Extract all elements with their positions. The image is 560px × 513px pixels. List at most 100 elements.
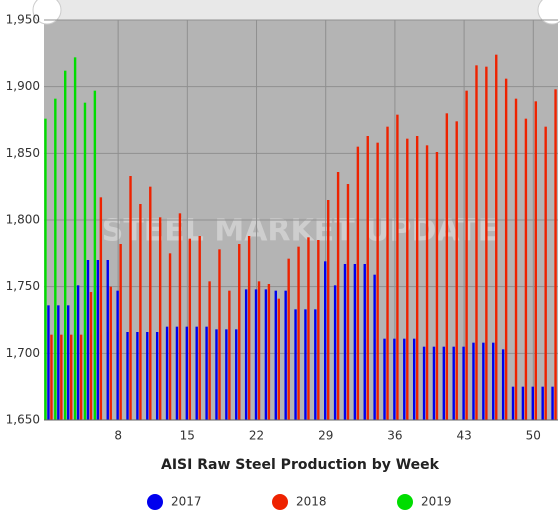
bar <box>514 98 518 421</box>
bar <box>511 386 515 420</box>
bar <box>396 114 399 421</box>
bar <box>86 260 90 420</box>
x-tick-label: 43 <box>456 429 471 443</box>
bar <box>277 298 280 420</box>
bar <box>297 246 300 420</box>
bar <box>146 332 149 420</box>
bar <box>501 349 505 420</box>
bar <box>198 236 201 420</box>
x-tick-label: 22 <box>249 429 264 443</box>
bar <box>126 332 129 420</box>
x-tick-label: 15 <box>180 429 195 443</box>
bar <box>432 346 436 420</box>
bar <box>373 274 376 420</box>
navigator-handle[interactable] <box>32 0 62 25</box>
bar <box>195 326 198 420</box>
legend-label: 2019 <box>421 495 452 509</box>
bar <box>228 290 231 420</box>
bar <box>116 290 119 420</box>
bar <box>165 326 169 420</box>
bar <box>155 332 159 420</box>
y-tick-label: 1,850 <box>6 146 40 160</box>
bar <box>76 285 80 420</box>
bar <box>73 57 77 420</box>
bar <box>376 142 379 420</box>
bar <box>492 342 495 420</box>
bar <box>235 329 238 420</box>
bar <box>406 138 409 420</box>
bar <box>336 172 340 420</box>
bar <box>89 292 93 420</box>
bar <box>67 305 70 420</box>
bar <box>363 264 366 420</box>
bar <box>393 338 396 420</box>
bar <box>294 309 297 420</box>
watermark: STEEL MARKET UPDATE <box>102 214 499 249</box>
bar <box>257 281 261 420</box>
bar <box>274 290 277 420</box>
bar <box>504 78 508 421</box>
bar <box>327 200 330 420</box>
bar <box>158 217 162 420</box>
bar <box>60 334 63 420</box>
bar <box>353 264 357 420</box>
bar <box>215 329 218 420</box>
bar <box>541 386 544 420</box>
bar <box>136 332 139 420</box>
y-tick-label: 1,650 <box>6 413 40 427</box>
bar <box>445 113 449 420</box>
bar <box>64 70 67 421</box>
bar <box>254 289 258 420</box>
bar <box>403 338 406 420</box>
bar <box>485 66 488 421</box>
bar <box>47 305 50 420</box>
bar <box>495 54 498 421</box>
bar <box>96 260 100 420</box>
bar <box>366 136 369 420</box>
y-tick-label: 1,750 <box>6 279 40 293</box>
bar <box>175 326 179 420</box>
legend-label: 2018 <box>296 495 327 509</box>
bar <box>188 238 192 420</box>
bar <box>264 289 268 420</box>
legend-label: 2017 <box>171 495 202 509</box>
bar <box>178 213 182 420</box>
bar <box>50 334 53 420</box>
bar <box>452 346 455 420</box>
y-tick-label: 1,800 <box>6 213 40 227</box>
bar <box>554 89 557 420</box>
bar <box>462 346 465 420</box>
bar <box>455 121 458 420</box>
bar <box>465 90 468 421</box>
navigator[interactable] <box>44 0 558 20</box>
bar <box>129 176 132 420</box>
bar <box>57 305 60 420</box>
bar <box>317 240 320 420</box>
bar <box>225 329 228 420</box>
bar <box>44 118 47 421</box>
bar <box>244 289 248 420</box>
navigator-handle[interactable] <box>537 0 560 25</box>
y-tick-label: 1,950 <box>6 13 40 27</box>
bar <box>79 334 83 420</box>
bar <box>415 136 419 420</box>
bar <box>149 186 152 420</box>
bar <box>346 184 350 420</box>
bar <box>482 342 485 420</box>
legend-marker <box>272 494 288 510</box>
bar <box>93 90 97 421</box>
x-tick-label: 8 <box>114 429 122 443</box>
bar <box>238 244 241 420</box>
bar <box>442 346 446 420</box>
bar <box>412 338 416 420</box>
bar <box>185 326 189 420</box>
bar <box>287 258 290 420</box>
bar <box>356 146 360 420</box>
bar <box>218 249 221 420</box>
bar <box>208 281 211 420</box>
bar <box>472 342 475 420</box>
bar <box>531 386 534 420</box>
bar <box>99 197 103 420</box>
bar <box>386 126 389 421</box>
